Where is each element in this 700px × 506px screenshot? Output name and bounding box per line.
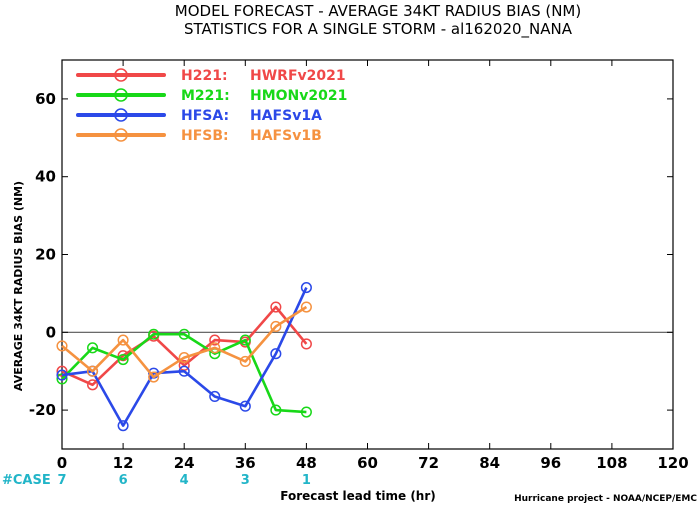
chart-title: MODEL FORECAST - AVERAGE 34KT RADIUS BIA… xyxy=(175,2,581,20)
data-point xyxy=(148,328,160,340)
case-count: 7 xyxy=(57,473,66,488)
data-point xyxy=(300,282,312,294)
data-point xyxy=(270,320,282,333)
case-label: #CASE xyxy=(2,473,51,488)
chart-subtitle: STATISTICS FOR A SINGLE STORM - al162020… xyxy=(184,20,573,39)
series-line xyxy=(61,305,308,387)
legend-marker xyxy=(114,108,128,122)
x-tick-label: 72 xyxy=(418,454,439,472)
x-tick-label: 36 xyxy=(235,454,256,472)
data-point xyxy=(239,400,251,412)
data-point xyxy=(56,369,68,381)
data-point xyxy=(300,338,312,350)
legend-model: HAFSv1B xyxy=(250,128,322,144)
data-point xyxy=(300,301,312,313)
data-point xyxy=(87,379,99,391)
series-line xyxy=(61,332,307,414)
data-point xyxy=(117,353,129,366)
legend-code: M221: xyxy=(181,88,230,104)
data-point xyxy=(117,420,129,432)
case-count: 3 xyxy=(241,473,250,488)
legend-model: HMONv2021 xyxy=(250,88,347,104)
data-point xyxy=(239,355,251,368)
x-tick-label: 0 xyxy=(57,454,67,472)
data-point xyxy=(270,348,282,360)
case-count: 1 xyxy=(302,473,311,488)
data-point xyxy=(148,371,160,383)
x-tick-label: 48 xyxy=(296,454,317,472)
x-tick-label: 24 xyxy=(174,454,195,472)
legend-code: HFSA: xyxy=(181,108,229,124)
data-point xyxy=(178,328,190,340)
x-tick-label: 84 xyxy=(479,454,500,472)
series-hfsb xyxy=(56,301,312,383)
legend-code: H221: xyxy=(181,68,228,84)
x-tick-label: 96 xyxy=(540,454,561,472)
plot-frame xyxy=(61,59,674,450)
data-point xyxy=(117,334,129,346)
data-point xyxy=(239,334,251,346)
legend-model: HWRFv2021 xyxy=(250,68,346,84)
data-point xyxy=(87,365,99,377)
case-count: 6 xyxy=(119,473,128,488)
series-line xyxy=(61,305,308,379)
x-tick-label: 60 xyxy=(357,454,378,472)
legend-marker xyxy=(114,68,128,82)
legend-marker xyxy=(114,128,128,142)
data-point xyxy=(209,342,221,354)
series-m221 xyxy=(56,328,312,418)
legend-code: HFSB: xyxy=(181,128,229,144)
y-tick-label: 40 xyxy=(35,168,56,186)
x-axis-label: Forecast lead time (hr) xyxy=(280,489,436,503)
data-point xyxy=(209,334,221,346)
plot-area: -20 0 20 40 60 0 12 24 36 48 60 72 84 96 108 120 7 6 4 3 1 H2… xyxy=(29,59,689,488)
x-tick-label: 108 xyxy=(596,454,627,472)
case-count: 4 xyxy=(180,473,189,488)
series-line xyxy=(61,287,308,427)
data-point xyxy=(56,340,68,352)
data-point xyxy=(87,342,99,354)
credit-text: Hurricane project - NOAA/NCEP/EMC xyxy=(514,494,697,504)
x-tick-label: 120 xyxy=(657,454,688,472)
legend-entry: H221: HWRFv2021 xyxy=(76,68,346,84)
legend-entry: HFSA: HAFSv1A xyxy=(76,108,322,124)
y-tick-label: 20 xyxy=(35,246,56,264)
data-point xyxy=(300,406,312,418)
y-tick-label: 0 xyxy=(46,323,56,341)
data-point xyxy=(56,365,68,377)
y-axis-label: AVERAGE 34KT RADIUS BIAS (NM) xyxy=(12,181,25,391)
data-point xyxy=(270,404,282,416)
data-point xyxy=(209,390,221,403)
legend-entry: HFSB: HAFSv1B xyxy=(76,128,322,144)
x-tick-label: 12 xyxy=(113,454,134,472)
data-point xyxy=(270,301,282,313)
legend-marker xyxy=(114,88,128,102)
legend-entry: M221: HMONv2021 xyxy=(76,88,347,104)
y-tick-label: 60 xyxy=(35,90,56,108)
legend-model: HAFSv1A xyxy=(250,108,322,124)
data-point xyxy=(178,352,190,364)
y-tick-label: -20 xyxy=(29,401,56,419)
data-point xyxy=(178,365,190,377)
